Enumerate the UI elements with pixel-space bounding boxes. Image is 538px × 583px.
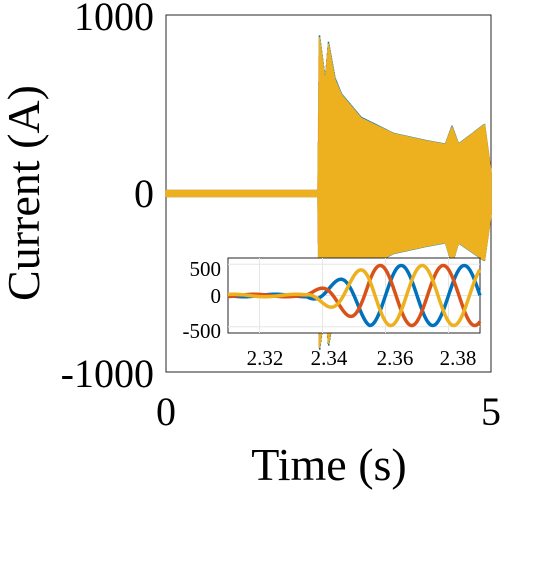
inset-x-tick-label: 2.34 bbox=[311, 346, 348, 370]
inset-y-tick-label: 500 bbox=[190, 257, 222, 281]
x-axis-label: Time (s) bbox=[251, 439, 407, 490]
inset-plot-series bbox=[227, 263, 482, 328]
inset-y-tick-label: -500 bbox=[183, 319, 222, 343]
y-axis-label: Current (A) bbox=[0, 85, 49, 301]
inset-y-tick-label: 0 bbox=[211, 284, 222, 308]
main-plot-series bbox=[165, 35, 492, 350]
y-tick-label: 0 bbox=[134, 171, 154, 216]
y-tick-label: 1000 bbox=[74, 0, 154, 39]
inset-series-line bbox=[227, 263, 482, 328]
series-line bbox=[165, 37, 492, 348]
inset-x-tick-label: 2.36 bbox=[377, 346, 414, 370]
x-tick-label: 0 bbox=[156, 389, 176, 434]
inset-x-tick-label: 2.32 bbox=[247, 346, 284, 370]
y-tick-label: -1000 bbox=[61, 351, 154, 396]
inset-x-tick-label: 2.38 bbox=[440, 346, 477, 370]
x-tick-label: 5 bbox=[481, 389, 501, 434]
